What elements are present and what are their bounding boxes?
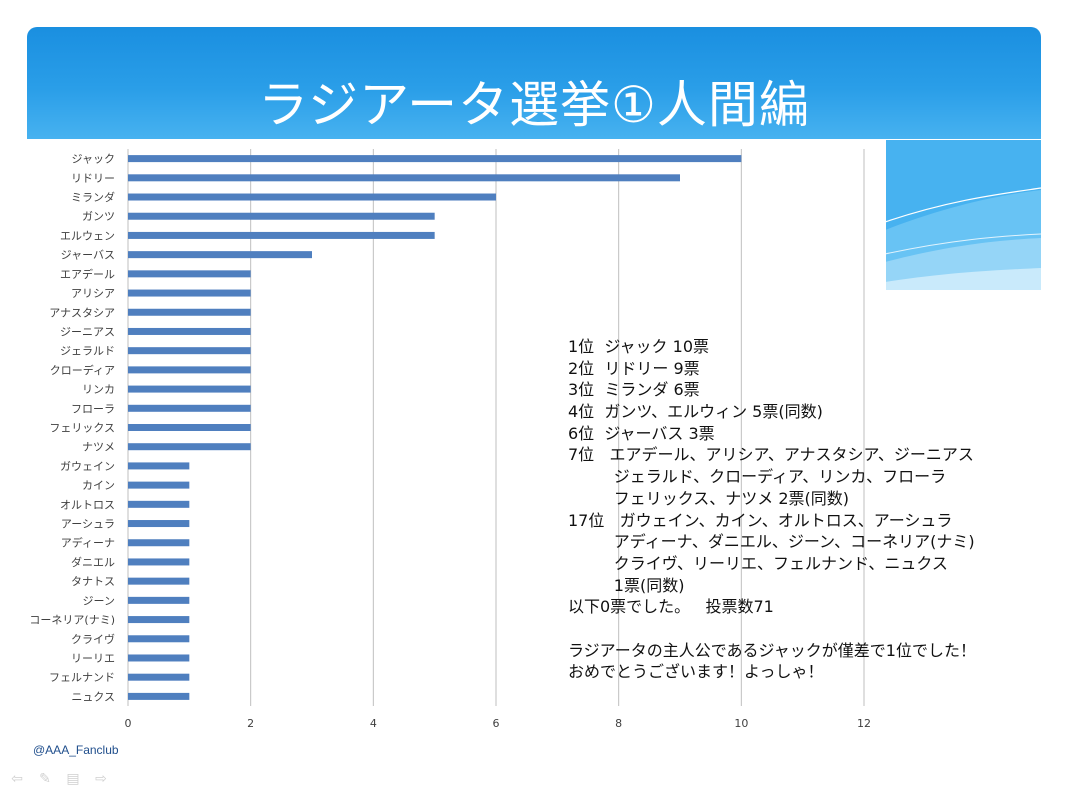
title-banner xyxy=(27,27,1041,139)
y-category-label: ガンツ xyxy=(82,210,115,223)
y-category-label: ニュクス xyxy=(71,690,115,703)
bar xyxy=(128,289,251,297)
bar xyxy=(128,500,190,508)
y-category-label: ガウェイン xyxy=(60,460,115,473)
y-category-label: ジーニアス xyxy=(60,325,115,338)
bar xyxy=(128,577,190,585)
results-line: 3位 ミランダ 6票 xyxy=(568,380,700,400)
results-line: おめでとうございます！よっしゃ！ xyxy=(568,662,824,682)
bar xyxy=(128,654,190,662)
y-category-label: クローディア xyxy=(50,363,115,377)
results-line: 1位 ジャック 10票 xyxy=(568,337,709,356)
bar xyxy=(128,673,190,681)
y-category-label: クライヴ xyxy=(71,632,115,646)
bar xyxy=(128,308,251,316)
y-category-label: フェリックス xyxy=(49,422,115,435)
bar xyxy=(128,193,496,201)
y-category-label: ダニエル xyxy=(71,555,115,569)
results-line: 以下0票でした。 投票数71 xyxy=(568,597,774,617)
y-category-label: リドリー xyxy=(71,172,115,185)
bar xyxy=(128,424,251,431)
back-arrow-icon[interactable]: ⇦ xyxy=(11,771,23,787)
x-tick-label: 4 xyxy=(370,717,377,730)
bar xyxy=(128,462,190,470)
y-category-label: アディーナ xyxy=(61,536,115,550)
bar xyxy=(128,251,312,259)
x-tick-label: 10 xyxy=(734,717,748,730)
bar xyxy=(128,635,190,643)
bar xyxy=(128,347,251,355)
bar xyxy=(128,539,190,547)
results-line: アディーナ、ダニエル、ジーン、コーネリア(ナミ) xyxy=(568,532,975,552)
credit-text: @AAA_Fanclub xyxy=(33,743,119,757)
y-category-label: エアデール xyxy=(60,267,115,281)
bar xyxy=(128,155,742,163)
results-line xyxy=(568,618,1048,640)
y-category-label: リンカ xyxy=(82,383,115,396)
y-category-label: フェルナンド xyxy=(49,671,115,684)
y-category-label: ミランダ xyxy=(71,190,115,204)
y-category-label: フローラ xyxy=(71,402,115,415)
bar xyxy=(128,558,190,566)
bar xyxy=(128,231,435,239)
y-category-label: リーリエ xyxy=(71,652,115,665)
x-tick-label: 8 xyxy=(615,717,622,730)
y-category-label: ジャーバス xyxy=(61,249,115,262)
y-category-label: アナスタシア xyxy=(49,306,115,319)
y-category-label: ジェラルド xyxy=(60,345,115,358)
y-category-label: カイン xyxy=(82,479,115,492)
slide-nav: ⇦ ✎ ▤ ⇨ xyxy=(8,771,110,787)
bar xyxy=(128,385,251,393)
results-line: フェリックス、ナツメ 2票(同数) xyxy=(568,488,850,508)
bar xyxy=(128,481,190,489)
bar xyxy=(128,174,680,182)
page-title: ラジアータ選挙①人間編 xyxy=(258,76,810,134)
results-line: ジェラルド、クローディア、リンカ、フローラ xyxy=(568,467,947,487)
y-category-label: オルトロス xyxy=(60,498,115,511)
results-text: 1位 ジャック 10票 2位 リドリー 9票 3位 ミランダ 6票 4位 ガンツ、エル… xyxy=(568,336,1048,683)
forward-arrow-icon[interactable]: ⇨ xyxy=(95,771,107,787)
bar xyxy=(128,327,251,335)
x-tick-label: 6 xyxy=(493,717,500,730)
results-line: 7位 エアデール、アリシア、アナスタシア、ジーニアス xyxy=(568,445,974,465)
results-line: 6位 ジャーバス 3票 xyxy=(568,423,715,443)
bar xyxy=(128,366,251,374)
bar xyxy=(128,692,190,700)
x-tick-label: 12 xyxy=(857,717,871,730)
bar xyxy=(128,404,251,412)
y-category-label: ジャック xyxy=(72,153,115,166)
bar xyxy=(128,270,251,278)
pen-icon[interactable]: ✎ xyxy=(39,771,51,787)
bar xyxy=(128,616,190,624)
y-category-label: コーネリア(ナミ) xyxy=(29,614,115,627)
y-category-label: アーシュラ xyxy=(61,518,115,531)
y-category-label: ジーン xyxy=(83,594,115,607)
bar xyxy=(128,212,435,220)
results-line: クライヴ、リーリエ、フェルナンド、ニュクス xyxy=(568,553,948,573)
menu-icon[interactable]: ▤ xyxy=(66,771,80,787)
bar xyxy=(128,596,190,604)
results-line: 2位 リドリー 9票 xyxy=(568,358,700,378)
y-category-label: タナトス xyxy=(71,575,115,588)
y-category-label: ナツメ xyxy=(82,441,115,454)
x-tick-label: 2 xyxy=(247,717,254,730)
x-tick-label: 0 xyxy=(125,717,132,730)
bar xyxy=(128,443,251,451)
y-category-label: エルウェン xyxy=(60,229,115,242)
results-line: 1票(同数) xyxy=(568,575,685,595)
results-line: 17位 ガウェイン、カイン、オルトロス、アーシュラ xyxy=(568,510,953,530)
results-line: ラジアータの主人公であるジャックが僅差で1位でした！ xyxy=(568,640,976,660)
bar xyxy=(128,520,190,528)
results-line: 4位 ガンツ、エルウィン 5票(同数) xyxy=(568,402,823,422)
y-category-label: アリシア xyxy=(71,287,115,300)
